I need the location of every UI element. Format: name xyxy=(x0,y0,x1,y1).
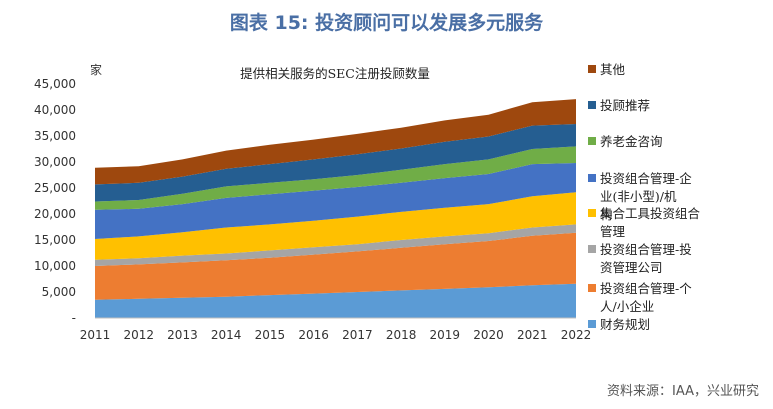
x-tick-label: 2022 xyxy=(561,328,592,342)
legend-label: 投资组合管理-个 xyxy=(600,281,692,296)
legend-item: 养老金咨询 xyxy=(588,134,663,149)
area-series-8 xyxy=(95,99,576,185)
x-tick-label: 2019 xyxy=(430,328,461,342)
legend-label: 财务规划 xyxy=(600,317,650,332)
legend-label: 集合工具投资组合 xyxy=(600,206,701,221)
x-tick-label: 2013 xyxy=(167,328,198,342)
y-tick-label: 5,000 xyxy=(42,285,76,299)
area-series-5 xyxy=(95,163,576,239)
legend-swatch xyxy=(588,209,596,217)
legend-label: 构 xyxy=(600,207,613,222)
y-tick-label: 40,000 xyxy=(34,103,76,117)
area-series-1 xyxy=(95,283,576,318)
x-tick-label: 2018 xyxy=(386,328,417,342)
area-series-3 xyxy=(95,224,576,266)
legend: 其他投顾推荐养老金咨询投资组合管理-企业(非小型)/机构集合工具投资组合管理投资… xyxy=(588,62,701,332)
legend-label: 管理 xyxy=(600,224,626,239)
area-series-2 xyxy=(95,232,576,300)
source-note: 资料来源：IAA，兴业研究 xyxy=(607,384,759,399)
y-tick-label: 30,000 xyxy=(34,155,76,169)
y-tick-label: - xyxy=(72,311,76,325)
legend-label: 投资组合管理-企 xyxy=(600,171,692,186)
area-series-4 xyxy=(95,192,576,260)
area-series-7 xyxy=(95,124,576,202)
area-series-group xyxy=(95,99,576,318)
legend-label: 资管理公司 xyxy=(600,260,663,275)
x-tick-label: 2020 xyxy=(473,328,504,342)
legend-item: 财务规划 xyxy=(588,317,650,332)
legend-label: 投顾推荐 xyxy=(600,98,650,113)
legend-swatch xyxy=(588,174,596,182)
x-tick-label: 2021 xyxy=(517,328,548,342)
figure-title: 图表 15: 投资顾问可以发展多元服务 xyxy=(229,12,544,34)
y-axis-ticks: - 5,000 10,000 15,000 20,000 25,000 30,000 35,0… xyxy=(34,77,76,325)
x-tick-label: 2017 xyxy=(342,328,373,342)
x-tick-label: 2012 xyxy=(123,328,154,342)
x-tick-label: 2011 xyxy=(80,328,111,342)
x-axis-ticks: 2011 2012 2013 2014 2015 2016 2017 2018 2019 2020… xyxy=(80,328,592,342)
y-tick-label: 20,000 xyxy=(34,207,76,221)
legend-item: 其他 xyxy=(588,62,626,77)
legend-label: 投资组合管理-投 xyxy=(600,242,692,257)
legend-item: 投顾推荐 xyxy=(588,98,650,113)
x-tick-label: 2015 xyxy=(255,328,286,342)
legend-item: 投资组合管理-个人/小企业 xyxy=(588,281,692,314)
x-tick-label: 2016 xyxy=(298,328,329,342)
legend-swatch xyxy=(588,245,596,253)
area-series-6 xyxy=(95,146,576,210)
y-tick-label: 15,000 xyxy=(34,233,76,247)
chart-title: 提供相关服务的SEC注册投顾数量 xyxy=(240,66,430,81)
y-tick-label: 45,000 xyxy=(34,77,76,91)
legend-item: 投资组合管理-企业(非小型)/机构 xyxy=(588,171,692,222)
legend-swatch xyxy=(588,284,596,292)
legend-label: 其他 xyxy=(600,62,626,77)
y-tick-label: 25,000 xyxy=(34,181,76,195)
x-tick-label: 2014 xyxy=(211,328,242,342)
legend-label: 养老金咨询 xyxy=(600,134,663,149)
legend-label: 业(非小型)/机 xyxy=(600,189,677,204)
legend-label: 人/小企业 xyxy=(600,299,654,314)
legend-swatch xyxy=(588,320,596,328)
legend-swatch xyxy=(588,137,596,145)
y-axis-label: 家 xyxy=(90,62,102,77)
y-tick-label: 35,000 xyxy=(34,129,76,143)
legend-swatch xyxy=(588,65,596,73)
legend-swatch xyxy=(588,101,596,109)
y-tick-label: 10,000 xyxy=(34,259,76,273)
